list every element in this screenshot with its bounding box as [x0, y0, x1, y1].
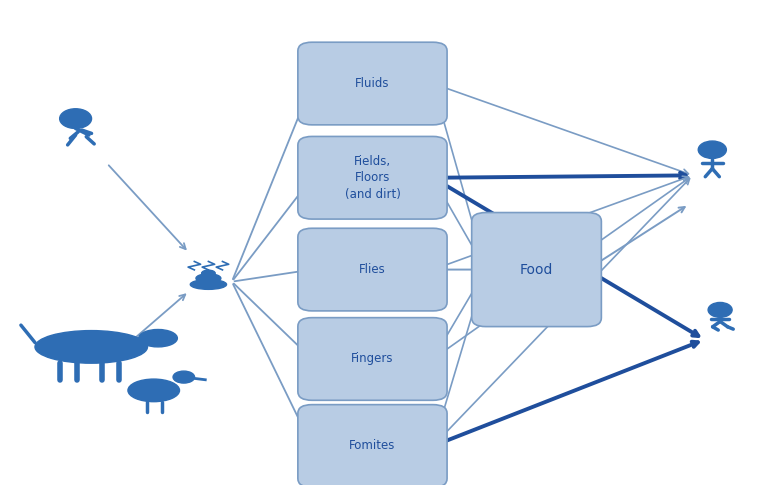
Ellipse shape [35, 330, 147, 363]
Circle shape [699, 141, 726, 158]
Text: Food: Food [520, 262, 554, 277]
Text: Fields,
Floors
(and dirt): Fields, Floors (and dirt) [344, 155, 401, 201]
Text: Fomites: Fomites [350, 439, 396, 452]
FancyBboxPatch shape [298, 405, 447, 486]
FancyBboxPatch shape [298, 318, 447, 400]
Text: Fluids: Fluids [355, 77, 390, 90]
Ellipse shape [196, 274, 221, 283]
FancyBboxPatch shape [298, 228, 447, 311]
Text: Fingers: Fingers [351, 352, 394, 365]
Ellipse shape [201, 270, 216, 277]
Ellipse shape [139, 330, 177, 347]
FancyBboxPatch shape [472, 212, 601, 327]
Ellipse shape [173, 371, 194, 383]
Ellipse shape [128, 379, 180, 401]
Circle shape [60, 109, 92, 128]
Ellipse shape [191, 279, 227, 289]
FancyBboxPatch shape [298, 42, 447, 125]
Circle shape [708, 302, 732, 317]
Text: Flies: Flies [359, 263, 386, 276]
FancyBboxPatch shape [298, 137, 447, 219]
